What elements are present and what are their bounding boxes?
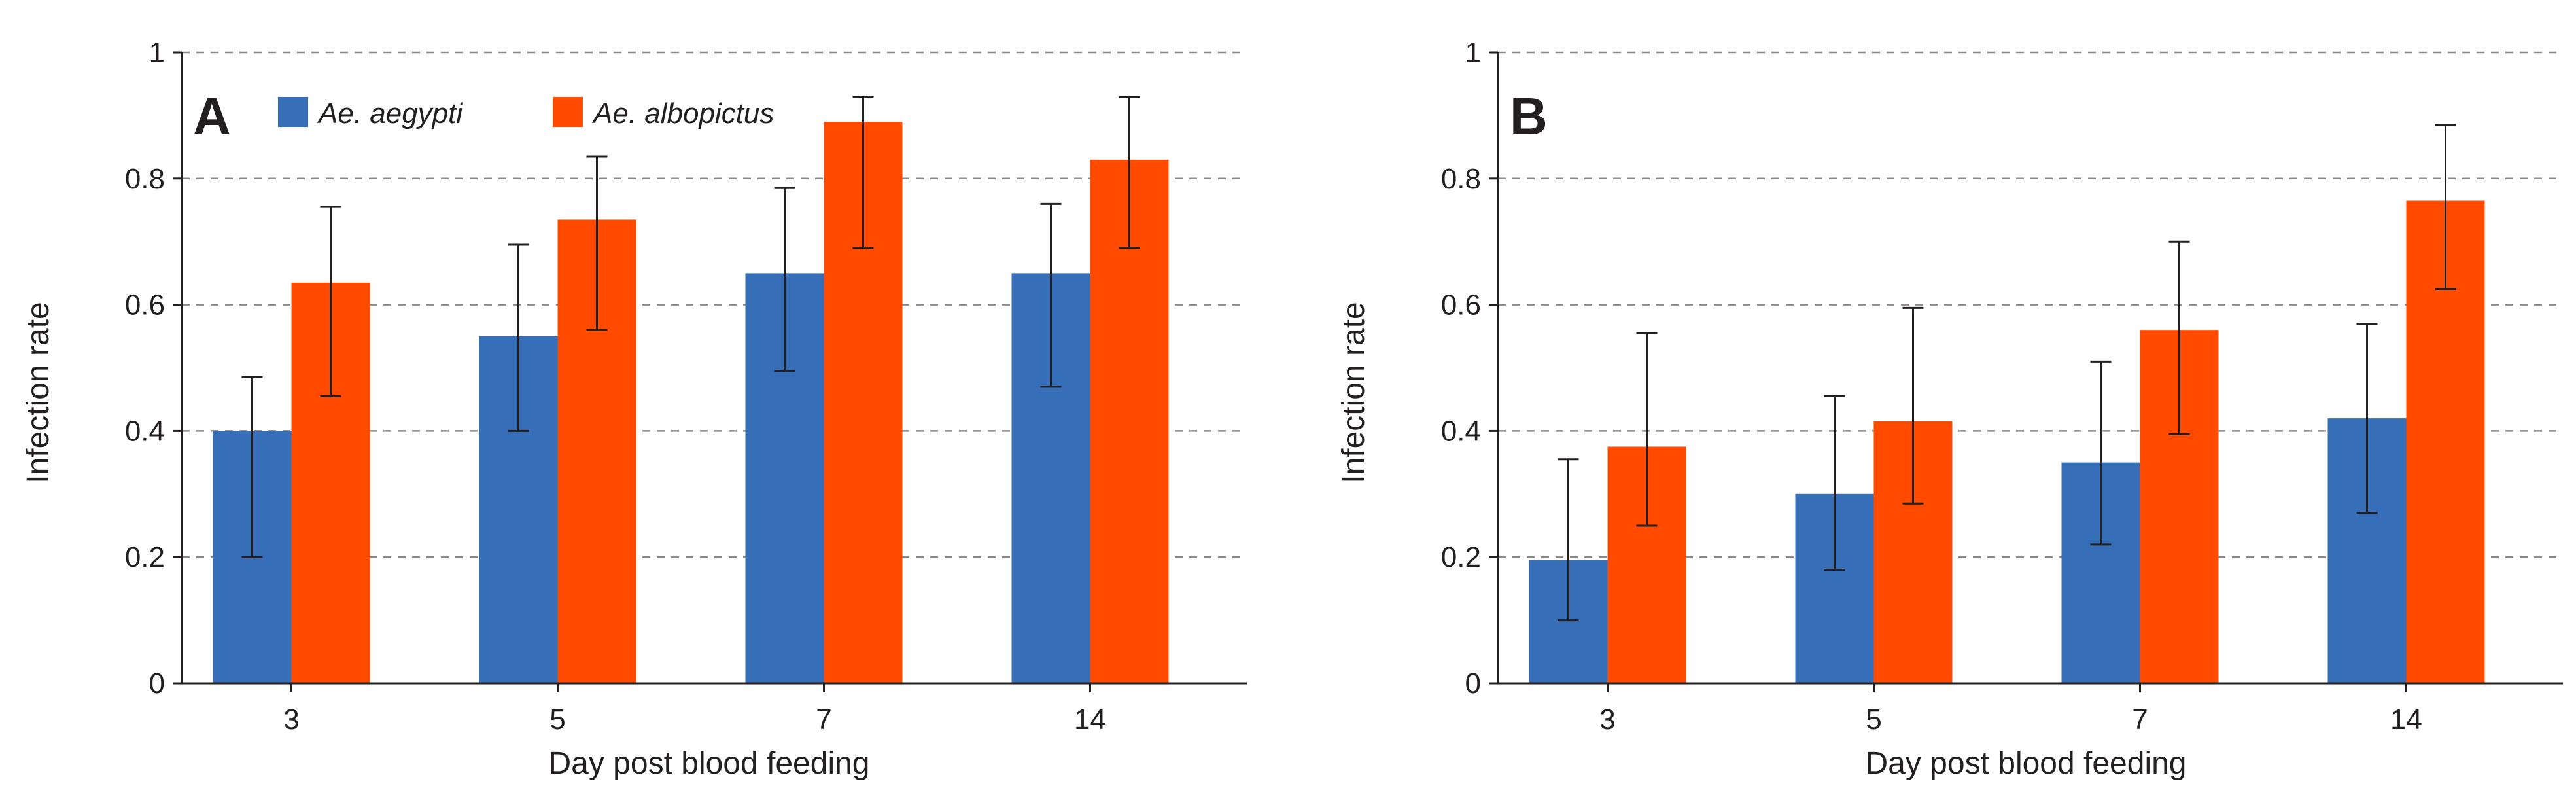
y-axis-title: Infection rate xyxy=(21,302,56,484)
panel-a-label: A xyxy=(193,87,231,145)
x-ticks: 3 5 7 14 xyxy=(283,683,1106,736)
x-ticks: 3 5 7 14 xyxy=(1599,683,2422,736)
y-axis-title: Infection rate xyxy=(1336,302,1371,484)
y-ticks: 0 0.2 0.4 0.6 0.8 1 xyxy=(1441,37,1498,700)
y-tick-label: 0 xyxy=(149,668,165,700)
legend: Ae. aegypti Ae. albopictus xyxy=(278,97,774,130)
panel-a: A Ae. aegypti Ae. albopictus Infection r… xyxy=(21,37,1247,781)
x-tick-label: 5 xyxy=(1866,704,1881,736)
y-tick-label: 1 xyxy=(1465,37,1481,69)
panel-b: B Infection rate Day post blood feeding … xyxy=(1336,37,2563,781)
x-tick-label: 3 xyxy=(1599,704,1615,736)
legend-label-albopictus: Ae. albopictus xyxy=(591,98,774,130)
x-tick-label: 5 xyxy=(549,704,565,736)
y-tick-label: 1 xyxy=(149,37,165,69)
error-bars xyxy=(241,95,1140,558)
x-tick-label: 7 xyxy=(2132,704,2148,736)
x-axis-title: Day post blood feeding xyxy=(1865,746,2186,781)
y-tick-label: 0.6 xyxy=(125,289,165,321)
panel-b-label: B xyxy=(1510,87,1548,145)
bars xyxy=(213,122,1169,684)
legend-swatch-aegypti xyxy=(278,97,308,127)
y-tick-label: 0.4 xyxy=(1441,415,1481,447)
y-tick-label: 0.4 xyxy=(125,415,165,447)
y-tick-label: 0.8 xyxy=(1441,163,1481,195)
legend-label-aegypti: Ae. aegypti xyxy=(317,98,463,130)
y-tick-label: 0.8 xyxy=(125,163,165,195)
error-bars xyxy=(1558,124,2456,622)
x-tick-label: 14 xyxy=(2390,704,2422,736)
y-tick-label: 0.2 xyxy=(1441,541,1481,573)
x-tick-label: 7 xyxy=(816,704,831,736)
y-tick-label: 0.6 xyxy=(1441,289,1481,321)
x-tick-label: 14 xyxy=(1074,704,1106,736)
legend-swatch-albopictus xyxy=(553,97,583,127)
y-ticks: 0 0.2 0.4 0.6 0.8 1 xyxy=(125,37,182,700)
x-tick-label: 3 xyxy=(283,704,299,736)
bars xyxy=(1529,200,2485,683)
x-axis-title: Day post blood feeding xyxy=(548,746,869,781)
y-tick-label: 0.2 xyxy=(125,541,165,573)
y-tick-label: 0 xyxy=(1465,668,1481,700)
